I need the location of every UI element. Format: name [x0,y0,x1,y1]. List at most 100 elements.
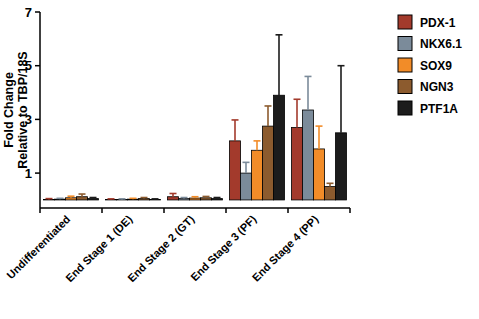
bar [150,199,161,201]
bar [325,187,336,200]
error-bar [57,198,64,200]
x-tick-label: End Stage 1 (DE) [63,213,134,284]
error-cap [338,65,345,67]
x-tick [101,208,103,213]
error-cap [305,76,312,78]
bar [230,141,241,200]
error-bar [305,76,312,110]
x-tick [163,208,165,213]
error-cap [294,98,301,100]
legend: PDX-1NKX6.1SOX9NGN3PTF1A [398,15,462,116]
error-bar [90,198,97,199]
error-cap [170,193,177,195]
y-tick-label: 7 [25,5,32,20]
error-line [318,126,320,149]
error-cap [203,196,210,198]
legend-label: SOX9 [420,59,452,73]
error-bar [232,120,239,141]
error-bar [203,196,210,197]
y-axis-label-line: Relative to TBP/18S [16,51,30,168]
error-cap [327,182,334,184]
error-bar [141,198,148,199]
bar [190,198,201,200]
x-tick [225,208,227,213]
error-bar [46,198,53,200]
bar [252,150,263,200]
error-cap [232,119,239,121]
error-cap [90,197,97,199]
error-cap [152,198,159,200]
error-bar [119,198,126,200]
error-bar [276,35,283,95]
y-axis-label: Fold ChangeRelative to TBP/18S [2,51,30,168]
error-cap [265,105,272,107]
y-tick [35,65,40,67]
bar [88,199,99,200]
bar [117,199,128,201]
bar [263,126,274,200]
error-line [267,106,269,126]
bar [44,199,55,201]
error-cap [68,195,75,197]
legend-label: NGN3 [420,80,454,94]
bar [139,199,150,200]
legend-swatch [398,80,412,94]
chart: 1357UndifferentiatedEnd Stage 1 (DE)End … [0,0,479,319]
error-bar [338,66,345,133]
bar [274,95,285,200]
error-cap [214,197,221,199]
legend-swatch [398,15,412,29]
error-bar [108,198,115,200]
x-tick-label: End Stage 2 (GT) [125,213,196,284]
y-axis [39,12,41,208]
legend-swatch [398,58,412,72]
bar [201,198,212,200]
error-line [307,76,309,110]
legend-swatch [398,37,412,51]
bar [179,199,190,200]
bar [314,149,325,200]
error-bar [130,198,137,200]
error-cap [57,198,64,200]
error-bar [192,197,199,198]
bar [77,197,88,200]
x-axis [40,207,350,209]
bar [55,199,66,201]
error-cap [130,198,137,200]
error-line [245,162,247,173]
bar [128,199,139,201]
error-line [234,120,236,141]
legend-label: PTF1A [420,102,458,116]
bar [292,127,303,199]
bar [212,199,223,200]
bars [44,35,347,200]
error-bar [152,198,159,200]
bar [241,173,252,200]
error-line [256,141,258,150]
error-bar [79,194,86,197]
error-bar [265,106,272,126]
x-tick [349,208,351,213]
legend-swatch [398,101,412,115]
error-cap [46,198,53,200]
error-cap [316,125,323,127]
x-tick [287,208,289,213]
error-cap [243,162,250,164]
error-bar [214,198,221,199]
bar [66,198,77,200]
error-cap [119,198,126,200]
x-tick-label: Undifferentiated [4,213,72,281]
error-bar [316,126,323,149]
error-bar [327,183,334,186]
error-bar [181,198,188,199]
error-cap [79,193,86,195]
bar [168,197,179,200]
bar [336,133,347,200]
error-cap [181,197,188,199]
y-axis-label-line: Fold Change [2,72,16,148]
legend-label: PDX-1 [420,16,456,30]
x-tick [39,208,41,213]
y-tick [35,11,40,13]
x-tick-label: End Stage 4 (PP) [250,213,321,284]
error-bar [68,196,75,198]
